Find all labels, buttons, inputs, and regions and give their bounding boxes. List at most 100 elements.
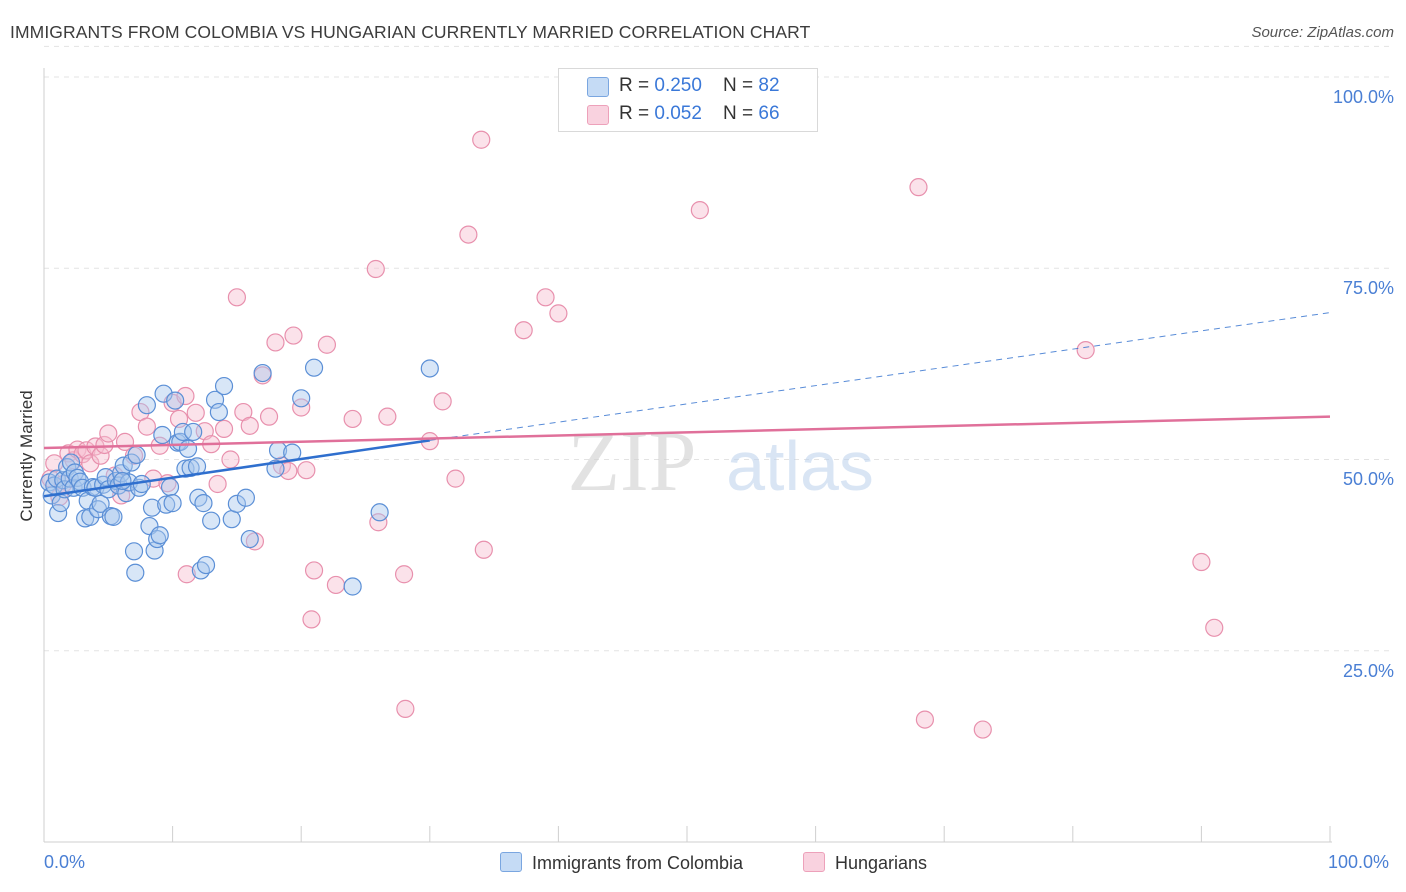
data-point [189, 488, 208, 507]
data-point [366, 259, 385, 279]
y-tick-100: 100.0% [1332, 87, 1394, 107]
data-point [214, 419, 234, 438]
data-point [1192, 552, 1211, 572]
bottom-legend-swatch-pink [803, 852, 825, 872]
data-point [549, 304, 568, 323]
data-point [104, 507, 123, 526]
data-point [142, 498, 162, 517]
data-point [177, 565, 196, 584]
legend-n-label: N = [723, 75, 759, 96]
bottom-legend-swatch-blue [500, 852, 522, 872]
data-point [191, 561, 210, 580]
bottom-legend-label: Hungarians [835, 853, 928, 873]
data-point [326, 575, 346, 595]
legend-n-value: 66 [758, 103, 780, 124]
data-point [240, 416, 259, 435]
data-point [236, 488, 256, 507]
trend-line-colombia-projection [429, 312, 1331, 441]
data-point [154, 384, 173, 403]
data-point [81, 507, 100, 526]
stats-legend: R = 0.250 N = 82 R = 0.052 N = 66 [558, 68, 818, 132]
legend-swatch-blue [587, 77, 609, 97]
watermark-zip: ZIP [568, 413, 697, 509]
bottom-legend-colombia: Immigrants from Colombia [500, 852, 743, 874]
data-point [420, 359, 439, 378]
data-point [126, 563, 145, 582]
data-point [222, 510, 241, 529]
data-point [297, 461, 316, 480]
data-point [370, 503, 389, 522]
data-point [304, 358, 324, 377]
data-point [909, 178, 928, 197]
data-point [181, 458, 200, 478]
grid-lines [44, 45, 1394, 652]
data-point [302, 610, 321, 629]
data-point [81, 454, 100, 473]
data-point [178, 439, 198, 458]
data-point [221, 450, 240, 469]
data-point [124, 542, 144, 561]
data-point [292, 398, 311, 417]
data-point [459, 225, 478, 244]
data-point [1205, 618, 1224, 637]
data-point [137, 417, 156, 436]
data-point [343, 409, 362, 429]
data-point [176, 386, 195, 406]
data-point [157, 495, 176, 514]
data-point [240, 529, 259, 549]
data-point [184, 422, 203, 442]
data-point [194, 494, 213, 513]
data-point [536, 288, 555, 307]
watermark-atlas: atlas [726, 427, 874, 505]
x-tick-max: 100.0% [1328, 852, 1390, 872]
data-point [690, 201, 709, 220]
data-point [95, 435, 114, 455]
legend-r-label: R = [619, 103, 655, 124]
data-point [433, 392, 452, 411]
data-point [214, 376, 234, 396]
zipatlas-watermark: ZIP atlas [568, 413, 874, 509]
data-point [173, 422, 192, 442]
legend-r-label: R = [619, 75, 655, 96]
data-point [514, 321, 533, 340]
axes [43, 68, 1332, 843]
data-point [1076, 341, 1095, 360]
chart-title: IMMIGRANTS FROM COLOMBIA VS HUNGARIAN CU… [10, 22, 811, 42]
data-point [127, 445, 146, 465]
data-point [61, 453, 81, 472]
data-point [163, 494, 182, 513]
data-point [446, 469, 465, 488]
bottom-legend-label: Immigrants from Colombia [532, 853, 744, 873]
legend-n-value: 82 [758, 75, 780, 96]
trend-line-hungarians [43, 415, 1331, 450]
bottom-legend-hungarians: Hungarians [803, 852, 927, 874]
data-point [292, 389, 311, 408]
y-tick-50: 50.0% [1342, 469, 1394, 489]
data-point [973, 720, 992, 739]
data-point [304, 561, 324, 580]
legend-n-label: N = [723, 103, 759, 124]
data-point [202, 511, 221, 530]
legend-r-value: 0.052 [654, 103, 702, 124]
source-credit: Source: ZipAtlas.com [1251, 24, 1394, 41]
data-point [227, 288, 246, 307]
data-point [160, 477, 180, 497]
data-point [91, 494, 110, 513]
y-tick-25: 25.0% [1342, 661, 1394, 681]
data-point [153, 425, 172, 445]
data-point [166, 391, 185, 410]
data-point [284, 326, 303, 345]
data-point [343, 577, 362, 596]
data-point [472, 130, 491, 149]
data-point [227, 494, 246, 513]
data-point [394, 565, 414, 584]
data-point [150, 526, 169, 545]
data-point [378, 407, 397, 426]
data-point [176, 459, 195, 478]
trend-line-colombia [43, 439, 430, 498]
data-point [253, 363, 272, 383]
data-point [99, 424, 118, 443]
data-point [209, 402, 228, 422]
data-point [915, 710, 935, 729]
